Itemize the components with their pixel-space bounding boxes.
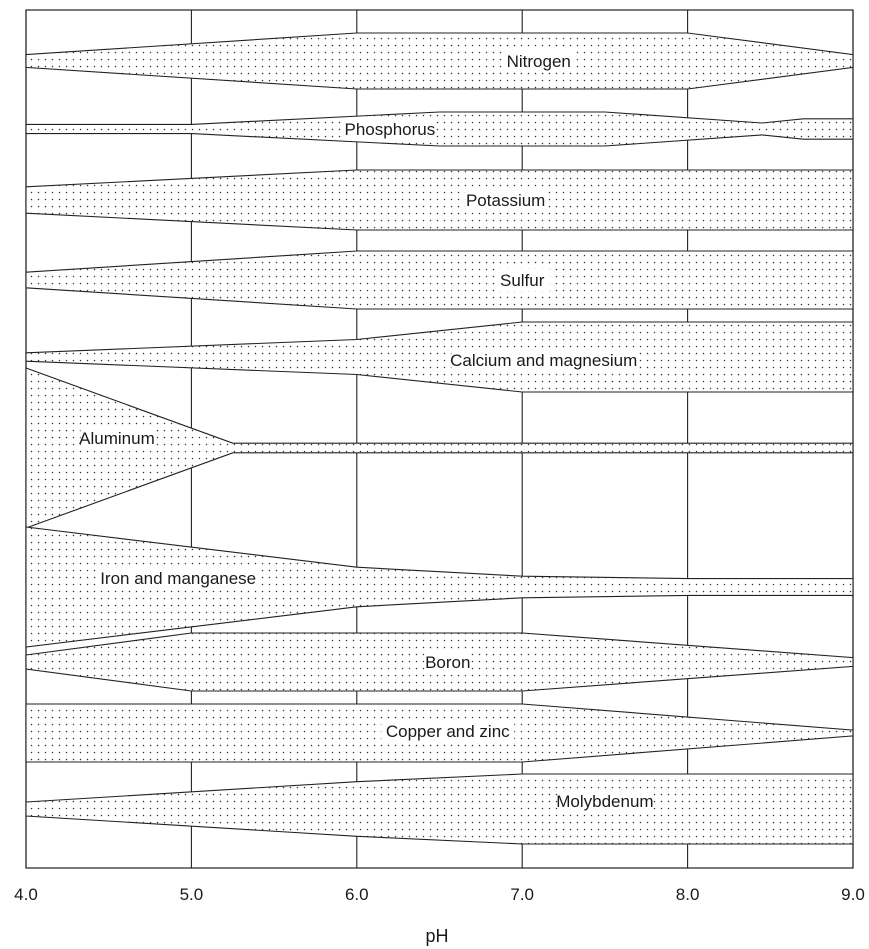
band-label-bg-phosphorus xyxy=(344,118,435,140)
x-tick-layer: 4.0 5.0 6.0 7.0 8.0 9.0 xyxy=(14,885,865,904)
band-label-bg-sulfur xyxy=(494,269,550,291)
band-label-sulfur: Sulfur xyxy=(500,271,545,290)
band-label-boron: Boron xyxy=(425,653,470,672)
band-label-bg-potassium xyxy=(464,189,547,211)
x-axis-label: pH xyxy=(425,926,448,946)
x-tick-label: 4.0 xyxy=(14,885,38,904)
band-label-potassium: Potassium xyxy=(466,191,545,210)
x-tick-label: 5.0 xyxy=(180,885,204,904)
band-sulfur xyxy=(25,250,854,310)
band-iron-and-manganese xyxy=(25,526,854,648)
band-label-bg-nitrogen xyxy=(502,50,576,72)
band-nitrogen xyxy=(25,32,854,90)
band-label-nitrogen: Nitrogen xyxy=(507,52,571,71)
label-layer: Nitrogen Phosphorus Potassium Sulfur Calcium… xyxy=(79,50,654,812)
band-potassium xyxy=(25,169,854,231)
x-tick-label: 9.0 xyxy=(841,885,865,904)
band-label-copper-and-zinc: Copper and zinc xyxy=(386,722,510,741)
band-label-bg-molybdenum xyxy=(559,790,650,812)
band-label-iron-and-manganese: Iron and manganese xyxy=(100,569,256,588)
band-label-calcium-and-magnesium: Calcium and magnesium xyxy=(450,351,637,370)
x-tick-label: 8.0 xyxy=(676,885,700,904)
band-molybdenum xyxy=(25,773,854,845)
band-calcium-and-magnesium xyxy=(25,321,854,393)
band-label-bg-iron-and-manganese xyxy=(98,567,258,589)
band-label-phosphorus: Phosphorus xyxy=(345,120,436,139)
band-label-bg-calcium-and-magnesium xyxy=(451,349,637,371)
band-label-bg-copper-and-zinc xyxy=(381,720,515,742)
band-label-bg-boron xyxy=(424,651,472,673)
band-label-molybdenum: Molybdenum xyxy=(556,792,653,811)
x-tick-label: 7.0 xyxy=(510,885,534,904)
band-label-aluminum: Aluminum xyxy=(79,429,155,448)
band-phosphorus xyxy=(25,111,854,147)
x-tick-label: 6.0 xyxy=(345,885,369,904)
band-label-bg-aluminum xyxy=(80,427,154,449)
